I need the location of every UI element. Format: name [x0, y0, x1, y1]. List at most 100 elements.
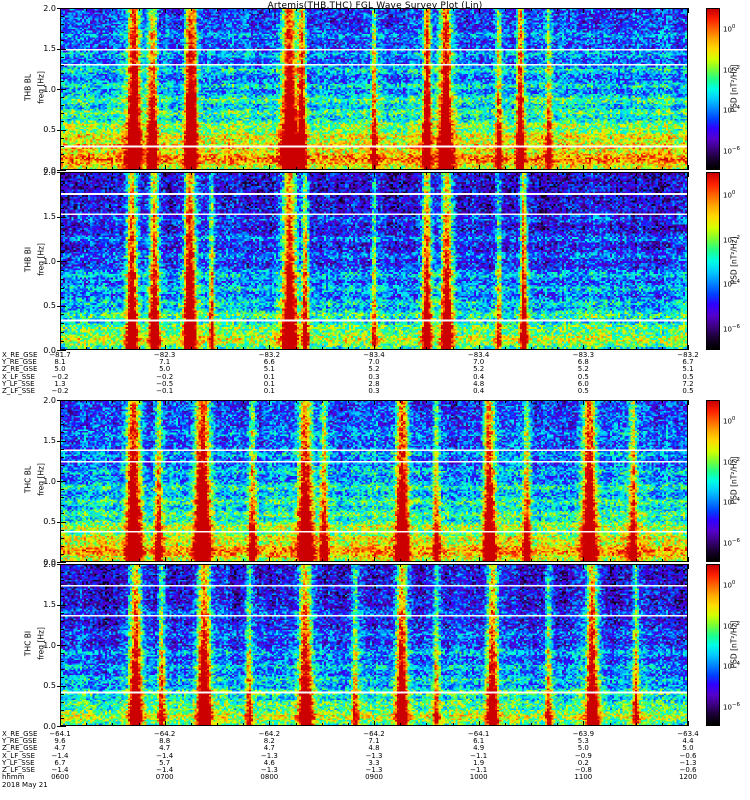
y-tick-mark: [57, 49, 61, 50]
ephemeris-value: −0.6: [679, 766, 697, 774]
ephemeris-value: 5.0: [159, 365, 171, 374]
x-tick-mark-top: [662, 400, 663, 403]
x-tick-mark: [269, 721, 270, 726]
ephemeris-value: 0.5: [577, 372, 589, 381]
colorbar-thc-bl[interactable]: [706, 400, 720, 562]
x-tick-mark: [688, 557, 689, 562]
x-tick-mark-top: [191, 400, 192, 403]
y-minor-tick: [61, 580, 64, 581]
y-tick-label: 0.5: [43, 125, 56, 134]
spectrogram-panel-thc-bi[interactable]: [60, 564, 688, 726]
x-tick-mark: [400, 347, 401, 350]
x-tick-mark-top: [165, 172, 166, 177]
y-minor-tick: [61, 718, 64, 719]
colorbar-axis-title: PSD [nT²/Hz]: [729, 64, 739, 113]
ephemeris-value: 6.7: [682, 358, 694, 367]
x-tick-mark-top: [86, 172, 87, 175]
ephemeris-value: 6.7: [54, 758, 66, 767]
x-tick-mark: [348, 723, 349, 726]
x-tick-mark: [322, 347, 323, 350]
y-tick-mark: [57, 261, 61, 262]
colorbar-thb-bl[interactable]: [706, 8, 720, 170]
y-tick-mark: [57, 605, 61, 606]
x-tick-mark: [296, 723, 297, 726]
x-tick-mark-top: [610, 8, 611, 11]
time-tick-label: 0800: [260, 773, 279, 782]
spectrogram-panel-thb-bi[interactable]: [60, 172, 688, 350]
x-tick-mark-top: [374, 400, 375, 405]
ephemeris-value: 6.0: [577, 379, 589, 388]
x-tick-mark-top: [636, 172, 637, 175]
ephemeris-value: 0.4: [473, 372, 485, 381]
y-minor-tick: [61, 669, 64, 670]
x-tick-mark-top: [453, 564, 454, 567]
x-tick-mark-top: [348, 172, 349, 175]
ephemeris-row-label-bottom: X_RE_GSE: [2, 730, 38, 738]
ephemeris-row-label-bottom: Z_RE_GSE: [2, 744, 38, 753]
colorbar-thb-bi[interactable]: [706, 172, 720, 350]
y-tick-label: 1.5: [43, 436, 56, 445]
time-tick-label: 1000: [469, 773, 488, 782]
x-tick-mark: [400, 723, 401, 726]
ephemeris-value: −1.4: [51, 751, 69, 760]
x-tick-mark: [269, 557, 270, 562]
y-minor-tick: [61, 225, 64, 226]
ephemeris-value: 0.1: [263, 387, 275, 395]
y-tick-label: 1.5: [43, 44, 56, 53]
y-tick-mark: [57, 726, 61, 727]
x-tick-mark-top: [243, 564, 244, 567]
x-tick-mark-top: [374, 172, 375, 177]
x-tick-mark-top: [662, 564, 663, 567]
colorbar-thc-bi[interactable]: [706, 564, 720, 726]
x-tick-mark-top: [191, 8, 192, 11]
x-tick-mark: [557, 167, 558, 170]
spectrogram-panel-thb-bl[interactable]: [60, 8, 688, 170]
x-tick-mark-top: [269, 8, 270, 13]
ephemeris-value: 3.3: [368, 758, 380, 767]
ephemeris-value: 7.1: [368, 737, 380, 746]
spectrogram-panel-thc-bl[interactable]: [60, 400, 688, 562]
y-minor-tick: [61, 279, 64, 280]
x-tick-mark: [636, 723, 637, 726]
y-tick-mark: [57, 481, 61, 482]
y-minor-tick: [61, 481, 66, 482]
x-tick-mark: [165, 557, 166, 562]
y-minor-tick: [61, 138, 64, 139]
x-tick-mark-top: [453, 8, 454, 11]
x-tick-mark: [426, 347, 427, 350]
colorbar-tick-label: 10−4: [723, 497, 741, 507]
y-tick-label: 2.0: [43, 3, 56, 13]
ephemeris-value: −83.2: [677, 351, 699, 359]
ephemeris-value: 5.1: [682, 365, 694, 374]
x-tick-mark: [453, 723, 454, 726]
x-tick-mark: [86, 559, 87, 562]
y-tick-label: 2.0: [43, 395, 56, 405]
x-tick-mark-top: [479, 400, 480, 405]
y-minor-tick: [61, 89, 66, 90]
y-minor-tick: [61, 449, 64, 450]
y-minor-tick: [61, 562, 66, 563]
y-tick-label: 2.0: [43, 559, 56, 569]
y-minor-tick: [61, 416, 64, 417]
x-tick-mark: [610, 559, 611, 562]
x-tick-mark: [296, 559, 297, 562]
ephemeris-value: 8.2: [263, 737, 275, 746]
y-tick-label: 0.0: [43, 345, 56, 355]
ephemeris-value: 0.1: [263, 372, 275, 381]
x-tick-mark-top: [426, 400, 427, 403]
ephemeris-value: 4.7: [159, 744, 171, 753]
x-tick-mark-top: [400, 8, 401, 11]
ephemeris-row-label-bottom: Y_LF_SSE: [2, 758, 35, 767]
colorbar-tick-label: 10−4: [723, 105, 741, 115]
x-tick-mark-top: [165, 564, 166, 569]
ephemeris-value: −83.4: [467, 351, 490, 359]
ephemeris-value: −83.3: [572, 351, 595, 359]
y-minor-tick: [61, 341, 64, 342]
y-tick-label: 0.0: [43, 557, 56, 567]
x-tick-mark-top: [688, 400, 689, 405]
y-minor-tick: [61, 243, 64, 244]
x-tick-mark: [165, 721, 166, 726]
date-label: 2018 May 21: [2, 781, 48, 790]
y-minor-tick: [61, 686, 66, 687]
y-minor-tick: [61, 97, 64, 98]
